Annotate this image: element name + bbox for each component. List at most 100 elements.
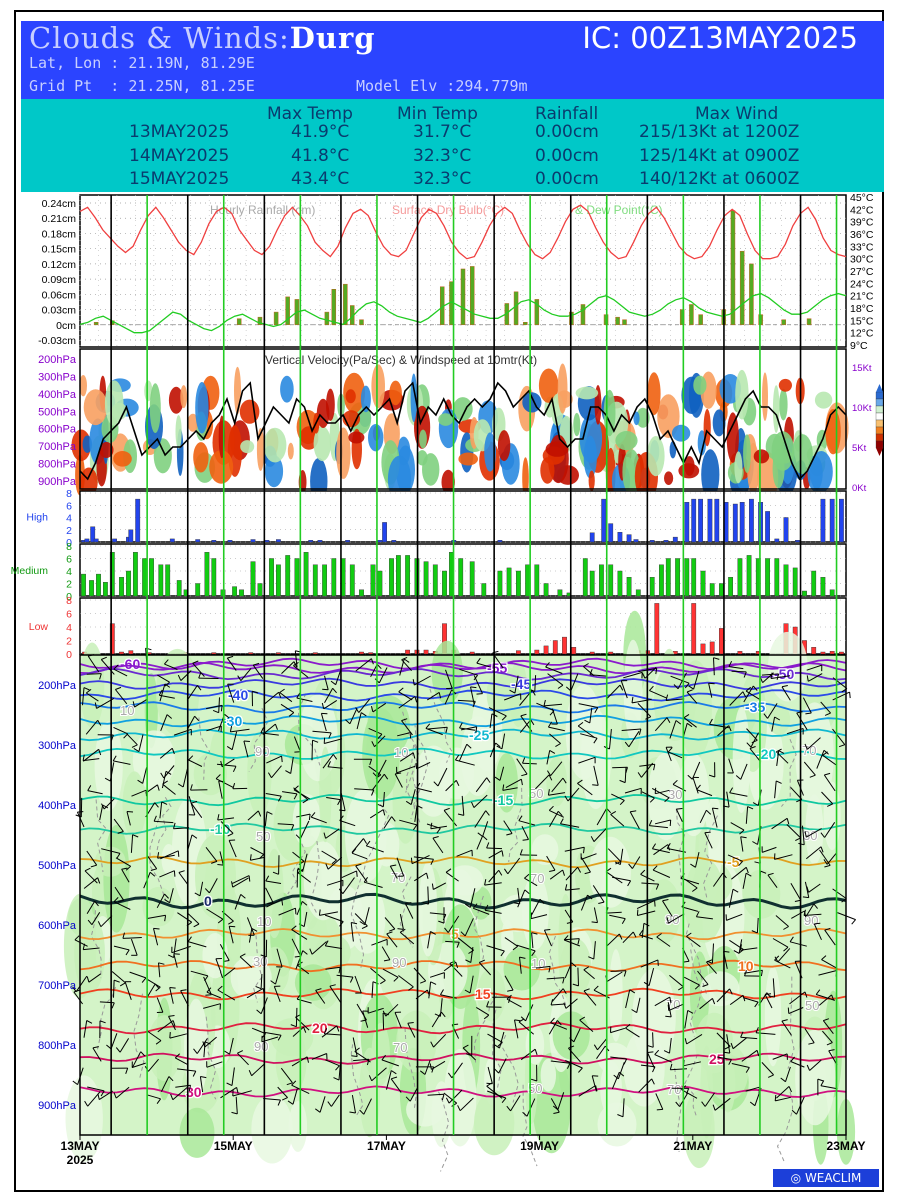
wind-barb-flag [484, 904, 489, 911]
wind-barb [531, 932, 534, 949]
header-min-temp: Min Temp [397, 104, 478, 124]
wind-barb [416, 761, 431, 770]
wind-barb-flag [729, 787, 734, 794]
wind-barb-flag [519, 956, 526, 959]
wind-barb-flag [431, 883, 434, 890]
wind-barb [729, 691, 744, 706]
velocity-blob [193, 442, 209, 473]
wind-barb [530, 914, 548, 920]
wind-barb-flag [506, 994, 512, 1000]
wind-barb-flag [405, 1096, 411, 1102]
wind-barb-flag [312, 739, 319, 743]
wind-barb [222, 967, 236, 979]
wind-barb [234, 894, 242, 910]
wind-barb [264, 1031, 282, 1036]
wind-barb [290, 756, 294, 774]
cloud-bar [165, 564, 171, 597]
wind-barb-flag [687, 774, 693, 780]
wind-barb-flag [164, 683, 171, 688]
wind-barb [103, 798, 115, 810]
pressure-tick-label: 500hPa [38, 406, 77, 418]
wind-barb [187, 941, 207, 948]
wind-barb [517, 887, 521, 904]
wind-barb [330, 1094, 340, 1107]
wind-barb [732, 1037, 747, 1050]
wind-barb-flag [220, 971, 223, 978]
wind-barb [577, 725, 595, 738]
rh-contour [508, 787, 523, 863]
wind-barb [712, 872, 724, 887]
rh-shade [695, 812, 709, 910]
wind-barb-flag [562, 869, 565, 876]
wind-barb [376, 759, 387, 778]
wind-barb [484, 882, 502, 886]
wind-barb [750, 732, 759, 748]
wind-barb [73, 991, 84, 1005]
wind-barb [708, 683, 713, 698]
wind-barb-flag [441, 1011, 446, 1018]
velocity-blob [735, 369, 749, 420]
wind-barb-flag [584, 871, 591, 875]
wind-barb [215, 778, 234, 788]
wind-barb [711, 943, 714, 964]
wind-barb-flag [514, 1019, 521, 1022]
wind-barb-flag [370, 658, 374, 665]
wind-barb-flag [398, 687, 404, 693]
velocity-blob [209, 450, 234, 484]
pressure-tick-label: 500hPa [38, 860, 77, 872]
wind-barb-flag [429, 1063, 432, 1070]
wind-barb [132, 1062, 146, 1068]
wind-barb-flag [796, 711, 803, 714]
cloud-tick-label: 6 [66, 500, 72, 512]
wind-barb-flag [577, 938, 580, 945]
wind-barb-flag [663, 1050, 670, 1054]
logo-text: WEACLIM [804, 1171, 862, 1185]
wind-barb-flag [113, 897, 119, 903]
wind-barb [628, 731, 640, 748]
wind-barb-flag [112, 755, 117, 762]
cloud-bar [737, 651, 743, 655]
cloud-bar [571, 647, 577, 655]
wind-barb [159, 694, 175, 699]
wind-barb [323, 699, 338, 710]
wind-barb [87, 655, 100, 673]
wind-barb [370, 967, 386, 981]
wind-barb-flag [566, 1063, 571, 1069]
wind-barb [232, 1090, 252, 1097]
rain-bar [580, 304, 586, 326]
wind-barb-flag [665, 1015, 672, 1018]
wind-barb-flag [205, 994, 212, 996]
rh-contour [350, 1044, 364, 1116]
row-rainfall: 0.00cm [535, 122, 599, 142]
wind-barb [713, 657, 715, 676]
wind-barb [280, 703, 295, 714]
wind-barb [82, 748, 100, 762]
wind-barb-flag [160, 772, 165, 779]
wind-barb [623, 671, 643, 679]
row-date: 13MAY2025 [129, 122, 230, 142]
wind-barb [709, 723, 729, 729]
cloud-bar [294, 558, 300, 597]
wind-barb [206, 991, 221, 999]
wind-barb [414, 872, 427, 882]
cloud-bar [829, 589, 835, 597]
wind-barb-flag [391, 816, 396, 822]
wind-barb-flag [820, 1080, 825, 1086]
rh-shade [795, 1029, 836, 1126]
wind-barb-flag [562, 777, 567, 784]
wind-barb-flag [92, 1046, 99, 1049]
wind-barb [237, 1052, 249, 1066]
wind-barb-flag [87, 785, 92, 791]
rain-bar [781, 319, 786, 326]
wind-barb-flag [563, 1002, 567, 1009]
wind-barb-flag [290, 1024, 297, 1028]
wind-barb-flag [327, 1101, 332, 1107]
wind-barb-flag [509, 689, 516, 694]
wind-barb [206, 725, 222, 732]
wind-barb-flag [383, 773, 389, 780]
wind-barb [460, 726, 477, 731]
wind-barb-flag [287, 1100, 294, 1105]
wind-barb-flag [191, 800, 198, 804]
wind-barb-flag [303, 1026, 307, 1033]
wind-barb [776, 1086, 790, 1099]
